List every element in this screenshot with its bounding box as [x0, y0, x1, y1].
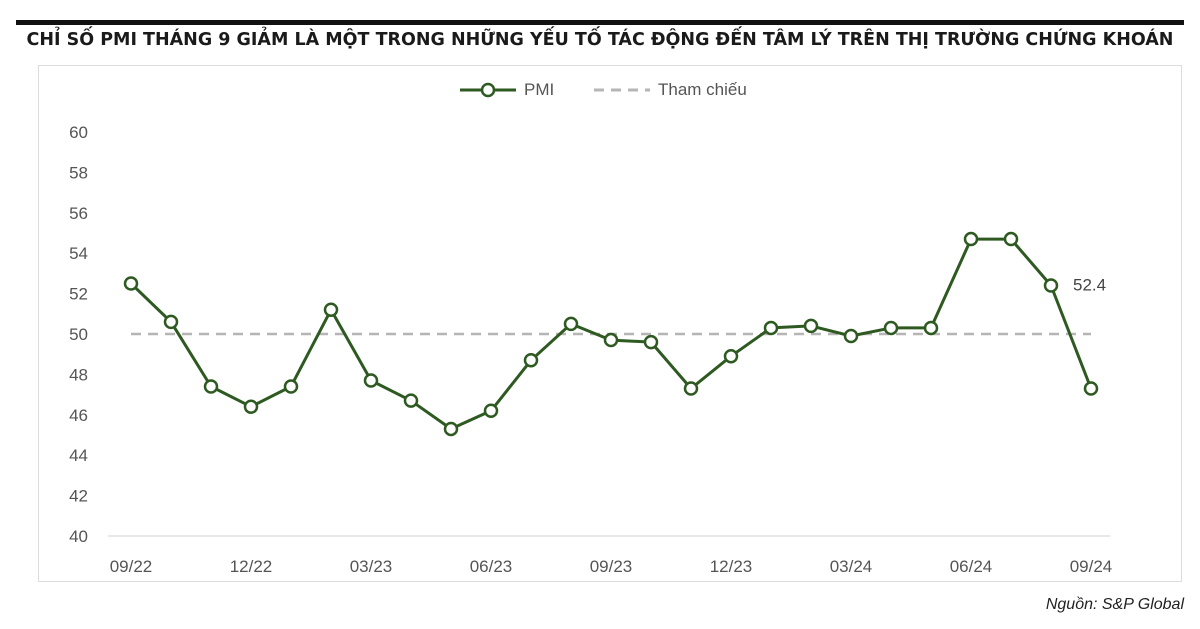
x-tick-label: 09/24 — [1070, 557, 1113, 576]
pmi-point — [323, 302, 339, 318]
pmi-point — [203, 379, 219, 394]
pmi-point — [163, 314, 179, 330]
pmi-point — [683, 381, 699, 396]
pmi-point — [443, 421, 459, 437]
pmi-point — [283, 379, 299, 394]
pmi-point — [643, 334, 659, 350]
pmi-point — [883, 320, 899, 336]
y-tick-label: 48 — [69, 365, 88, 384]
x-tick-label: 09/23 — [590, 557, 633, 576]
legend-pmi-marker — [480, 82, 496, 98]
y-tick-label: 56 — [69, 204, 88, 223]
series-layer — [123, 231, 1099, 437]
legend-reference-label: Tham chiếu — [658, 80, 747, 99]
x-tick-label: 03/24 — [830, 557, 873, 576]
y-tick-label: 40 — [69, 527, 88, 546]
x-tick-label: 12/22 — [230, 557, 273, 576]
legend-swatches — [460, 82, 650, 98]
x-tick-label: 06/24 — [950, 557, 993, 576]
x-tick-label: 12/23 — [710, 557, 753, 576]
pmi-point — [763, 320, 779, 336]
pmi-point — [123, 276, 139, 291]
y-tick-label: 52 — [69, 285, 88, 304]
top-rule — [16, 20, 1184, 25]
pmi-point — [363, 373, 379, 388]
y-tick-label: 50 — [69, 325, 88, 344]
source-note: Nguồn: S&P Global — [1045, 596, 1184, 613]
y-tick-label: 60 — [69, 123, 88, 142]
pmi-point — [603, 332, 619, 348]
pmi-point — [563, 316, 579, 332]
legend: PMI Tham chiếu — [0, 78, 1200, 102]
x-axis: 09/22 12/22 03/23 06/23 09/23 12/23 03/24 06/24… — [108, 535, 1113, 576]
pmi-point — [1083, 381, 1099, 396]
data-label: 52.4 — [1073, 276, 1106, 295]
chart-frame — [38, 65, 1182, 582]
pmi-point — [1003, 231, 1019, 247]
pmi-point — [723, 348, 739, 364]
x-tick-label: 06/23 — [470, 557, 513, 576]
pmi-point — [483, 403, 499, 419]
annotation-layer: 52.4 — [1073, 276, 1106, 295]
pmi-point — [803, 318, 819, 334]
pmi-point — [1043, 278, 1059, 293]
y-tick-label: 58 — [69, 163, 88, 182]
legend-pmi-label: PMI — [524, 80, 555, 99]
pmi-point — [523, 353, 539, 368]
pmi-point — [403, 393, 419, 408]
y-tick-label: 54 — [69, 244, 88, 263]
y-axis: 40 42 44 46 48 50 52 54 56 58 60 — [69, 123, 88, 546]
y-tick-label: 44 — [69, 446, 88, 465]
pmi-point — [243, 399, 259, 414]
pmi-point — [963, 231, 979, 247]
y-tick-label: 46 — [69, 406, 88, 425]
y-tick-label: 42 — [69, 487, 88, 506]
pmi-point — [923, 320, 939, 336]
pmi-point — [843, 328, 859, 344]
chart-title: CHỈ SỐ PMI THÁNG 9 GIẢM LÀ MỘT TRONG NHỮ… — [26, 30, 1174, 50]
x-tick-label: 09/22 — [110, 557, 153, 576]
x-tick-label: 03/23 — [350, 557, 393, 576]
